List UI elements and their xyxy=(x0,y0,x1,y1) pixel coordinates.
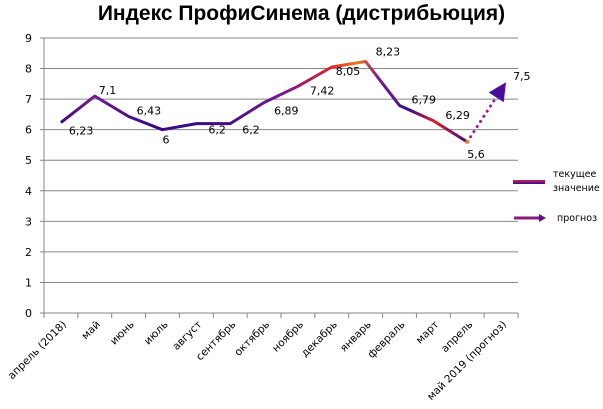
x-category-label: декабрь xyxy=(299,319,340,360)
svg-text:текущее: текущее xyxy=(553,169,597,180)
x-category-label: июнь xyxy=(108,319,137,348)
data-label: 7,42 xyxy=(310,84,335,97)
y-tick-label: 2 xyxy=(25,246,32,259)
chart-title: Индекс ПрофиСинема (дистрибьюция) xyxy=(97,2,506,25)
data-label: 6,79 xyxy=(412,94,437,107)
data-label: 8,23 xyxy=(376,46,401,59)
y-tick-label: 0 xyxy=(25,307,32,320)
legend: текущее значение прогноз xyxy=(513,169,600,224)
data-label: 6,2 xyxy=(208,124,226,137)
legend-item-forecast: прогноз xyxy=(514,213,597,224)
gridlines: 0 1 2 3 4 5 6 7 8 9 xyxy=(25,32,518,320)
x-category-label: август xyxy=(170,319,204,353)
x-category-label: февраль xyxy=(365,319,407,361)
data-label: 6,43 xyxy=(137,105,162,118)
data-label: 7,5 xyxy=(513,70,531,83)
x-category-label: апрель (2018) xyxy=(6,319,69,382)
data-label: 5,6 xyxy=(467,148,485,161)
data-label: 6 xyxy=(163,134,170,147)
data-label: 6,29 xyxy=(445,109,470,122)
legend-line-icon xyxy=(513,180,545,184)
forecast-start-point xyxy=(465,139,470,144)
y-tick-label: 3 xyxy=(25,215,32,228)
legend-item-current-value: текущее значение xyxy=(513,169,600,194)
svg-text:прогноз: прогноз xyxy=(557,213,597,224)
y-tick-label: 6 xyxy=(25,124,32,137)
series-current-value-line xyxy=(59,60,468,144)
y-tick-label: 4 xyxy=(25,185,32,198)
data-label: 6,2 xyxy=(242,124,260,137)
y-tick-label: 9 xyxy=(25,32,32,45)
data-labels: 6,23 7,1 6,43 6 6,2 6,2 6,89 7,428,05 8,23 6,79 6,… xyxy=(69,46,531,161)
y-tick-label: 5 xyxy=(25,154,32,167)
x-category-label: октябрь xyxy=(232,319,272,359)
data-label: 8,05 xyxy=(336,65,361,78)
y-tick-label: 7 xyxy=(25,93,32,106)
x-axis: апрель (2018) май июнь июль августсентябрьок… xyxy=(6,313,519,403)
x-category-label: май xyxy=(79,319,102,342)
series-forecast-arrow xyxy=(465,82,506,144)
data-label: 6,89 xyxy=(274,104,299,117)
data-label: 6,23 xyxy=(69,125,94,138)
y-tick-label: 8 xyxy=(25,63,32,76)
x-category-label: июль xyxy=(142,319,171,348)
svg-text:значение: значение xyxy=(553,183,600,194)
y-tick-label: 1 xyxy=(25,276,32,289)
data-label: 7,1 xyxy=(99,84,117,97)
x-category-label: март xyxy=(414,319,442,347)
